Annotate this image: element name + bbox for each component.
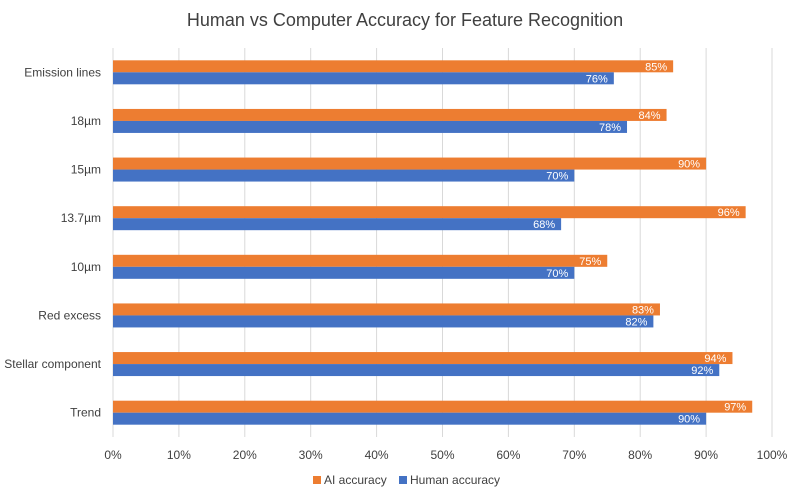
data-label: 83% [632, 304, 654, 316]
human-accuracy-bar [113, 120, 628, 133]
data-label: 84% [639, 110, 661, 122]
data-label: 96% [718, 207, 740, 219]
category-labels: Emission lines 18µm 15µm 13.7µm 10µm Red exce… [4, 65, 101, 419]
category-label: Emission lines [24, 65, 101, 79]
data-label: 76% [586, 73, 608, 85]
x-tick-label: 90% [694, 448, 718, 462]
x-tick-label: 10% [167, 448, 191, 462]
human-accuracy-bar [113, 169, 575, 182]
bars: 85%76%84%78%90%70%96%68%75%70%83%82%94%9… [113, 60, 753, 426]
x-tick-label: 30% [299, 448, 323, 462]
category-label: 10µm [71, 260, 101, 274]
category-label: Trend [70, 406, 101, 420]
x-tick-label: 80% [628, 448, 652, 462]
legend: AI accuracy Human accuracy [313, 473, 500, 487]
x-tick-label: 0% [104, 448, 122, 462]
x-tick-label: 100% [757, 448, 788, 462]
human-accuracy-bar [113, 218, 562, 231]
ai-accuracy-bar [113, 157, 707, 170]
legend-swatch-ai [313, 476, 321, 484]
gridlines [112, 48, 773, 437]
category-label: Red excess [38, 308, 101, 322]
legend-label-human: Human accuracy [410, 473, 500, 487]
data-label: 70% [546, 171, 568, 183]
x-tick-label: 40% [365, 448, 389, 462]
x-tick-label: 20% [233, 448, 257, 462]
data-label: 78% [599, 122, 621, 134]
category-label: 13.7µm [61, 211, 101, 225]
human-accuracy-bar [113, 364, 720, 377]
legend-swatch-human [399, 476, 407, 484]
data-label: 94% [704, 353, 726, 365]
x-axis-tick-labels: 0% 10% 20% 30% 40% 50% 60% 70% 80% 90% 100% [104, 448, 787, 462]
x-tick-label: 70% [562, 448, 586, 462]
category-label: 15µm [71, 163, 101, 177]
data-label: 75% [579, 256, 601, 268]
x-tick-label: 60% [496, 448, 520, 462]
ai-accuracy-bar [113, 206, 746, 219]
ai-accuracy-bar [113, 400, 753, 413]
ai-accuracy-bar [113, 303, 660, 316]
human-accuracy-bar [113, 412, 707, 425]
data-label: 82% [625, 316, 647, 328]
data-label: 92% [691, 365, 713, 377]
category-label: Stellar component [4, 357, 101, 371]
data-label: 90% [678, 414, 700, 426]
ai-accuracy-bar [113, 108, 667, 121]
human-accuracy-bar [113, 72, 614, 85]
data-label: 68% [533, 219, 555, 231]
human-accuracy-bar [113, 315, 654, 328]
chart-title: Human vs Computer Accuracy for Feature R… [187, 10, 623, 30]
ai-accuracy-bar [113, 254, 608, 267]
ai-accuracy-bar [113, 60, 674, 73]
data-label: 90% [678, 159, 700, 171]
data-label: 85% [645, 61, 667, 73]
legend-label-ai: AI accuracy [324, 473, 387, 487]
data-label: 70% [546, 268, 568, 280]
ai-accuracy-bar [113, 352, 733, 365]
x-tick-label: 50% [430, 448, 454, 462]
data-label: 97% [724, 402, 746, 414]
human-accuracy-bar [113, 266, 575, 279]
category-label: 18µm [71, 114, 101, 128]
